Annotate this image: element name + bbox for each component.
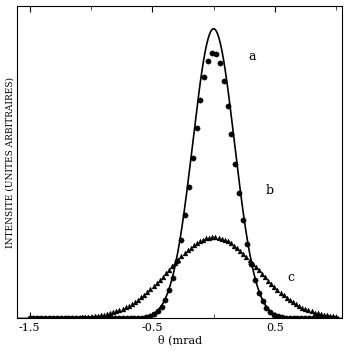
Text: b: b [265, 184, 273, 197]
X-axis label: θ (mrad: θ (mrad [158, 335, 202, 345]
Text: c: c [287, 271, 294, 284]
Text: a: a [248, 51, 255, 64]
Y-axis label: INTENSITE (UNITES ARBITRAIRES): INTENSITE (UNITES ARBITRAIRES) [6, 77, 15, 247]
